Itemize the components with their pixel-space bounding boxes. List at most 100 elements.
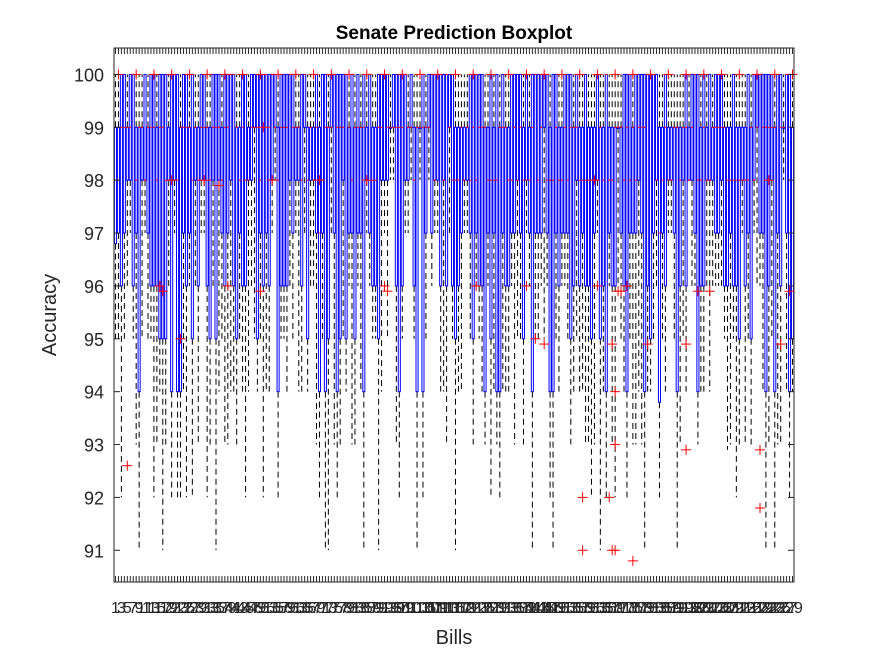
box [291, 73, 295, 339]
box-body [170, 73, 174, 393]
box [374, 74, 378, 339]
box-body [542, 73, 546, 128]
x-tick-label: 125 [469, 600, 496, 617]
x-tick-label: 195 [676, 600, 703, 617]
x-tick-label: 81 [343, 600, 361, 617]
box [613, 74, 617, 498]
x-tick-label: 101 [398, 600, 425, 617]
box [725, 74, 730, 450]
box [584, 73, 588, 445]
x-tick-label: 9 [135, 600, 144, 617]
x-tick-label: 155 [557, 600, 584, 617]
x-tick-label: 53 [260, 600, 278, 617]
outlier-point [222, 280, 233, 291]
outlier-point [784, 286, 795, 297]
outlier-point [592, 69, 603, 80]
x-tick-label: 181 [634, 600, 661, 617]
x-tick-label: 167 [593, 600, 620, 617]
box-body [226, 73, 230, 234]
outlier-point [681, 444, 692, 455]
outlier-point [645, 69, 656, 80]
box [202, 73, 206, 234]
box-body [356, 73, 360, 234]
box [619, 74, 623, 339]
y-tick-label: 99 [84, 118, 104, 138]
box-body [598, 126, 602, 340]
box-body [241, 73, 245, 287]
box [173, 73, 177, 234]
box-body [312, 126, 316, 181]
outlier-point [267, 175, 278, 186]
box-body [113, 126, 118, 245]
box [442, 73, 446, 392]
box [244, 73, 248, 498]
box [445, 73, 449, 445]
box [601, 74, 605, 392]
box [122, 73, 126, 339]
box-body [669, 126, 673, 181]
x-tick-label: 209 [717, 600, 744, 617]
box [666, 74, 670, 234]
box-body [722, 126, 727, 287]
box [347, 74, 351, 286]
outlier-point [361, 175, 372, 186]
outlier-point [539, 69, 550, 80]
outlier-point [308, 69, 319, 80]
box-body [208, 126, 212, 340]
outlier-point [258, 122, 269, 133]
box-body [187, 126, 191, 234]
box-body [572, 126, 576, 287]
box [746, 73, 750, 339]
box [146, 74, 150, 339]
x-tick-label: 171 [605, 600, 632, 617]
box [489, 73, 493, 498]
box [678, 74, 682, 445]
x-tick-label: 63 [290, 600, 308, 617]
box [424, 74, 428, 339]
box-body [468, 73, 472, 234]
box-body [752, 73, 756, 181]
box [193, 74, 197, 286]
box [773, 74, 777, 551]
x-tick-label: 89 [367, 600, 385, 617]
box-body [181, 73, 186, 234]
box [252, 73, 256, 339]
box [693, 73, 697, 286]
box [377, 73, 381, 551]
box-body [436, 73, 440, 181]
x-tick-label: 5 [123, 600, 132, 617]
box-body [391, 73, 395, 128]
box-body [483, 126, 487, 393]
box-body [297, 126, 301, 181]
box-body [167, 126, 171, 181]
box-body [137, 126, 141, 393]
outlier-point [166, 69, 177, 80]
box [501, 73, 505, 392]
box-body [161, 73, 165, 340]
box [637, 73, 641, 392]
box-body [353, 126, 357, 340]
box [598, 74, 602, 551]
box [178, 74, 183, 498]
box-body [699, 126, 703, 287]
outlier-point [698, 69, 709, 80]
box [734, 74, 738, 498]
box-body [439, 73, 443, 287]
box [699, 74, 703, 392]
x-tick-label: 127 [475, 600, 502, 617]
box-body [510, 73, 514, 234]
box [456, 74, 460, 392]
x-tick-label: 165 [587, 600, 614, 617]
box-body [397, 73, 401, 393]
box-body [480, 73, 484, 287]
box [640, 73, 644, 445]
box-body [634, 73, 638, 234]
x-tick-label: 91 [373, 600, 391, 617]
box [214, 73, 218, 551]
box-body [409, 73, 413, 128]
box-body [214, 73, 218, 340]
box-body [178, 126, 183, 393]
box [589, 74, 594, 498]
box [551, 73, 555, 551]
box-body [687, 126, 691, 181]
